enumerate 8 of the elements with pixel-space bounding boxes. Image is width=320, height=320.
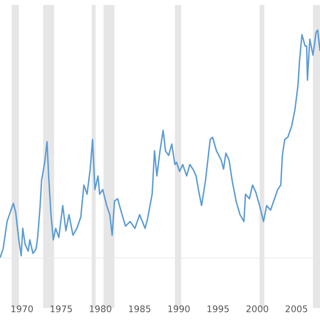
x-tick-label: 1970: [11, 305, 33, 312]
x-tick-label: 1990: [168, 305, 190, 312]
x-tick-label: 1995: [208, 305, 229, 312]
x-tick-label: 2000: [246, 305, 268, 312]
x-tick-label: 2005: [286, 305, 308, 312]
x-tick-label: 1975: [50, 305, 72, 312]
x-tick-label: 1980: [90, 305, 112, 312]
x-tick-label: 1985: [129, 305, 150, 312]
